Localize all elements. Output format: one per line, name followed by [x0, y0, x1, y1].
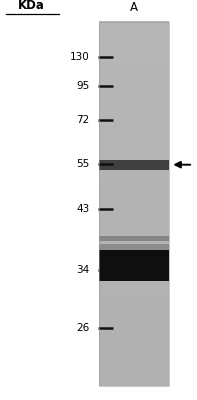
Bar [98, 276, 169, 283]
Bar [98, 167, 169, 174]
Bar [98, 22, 169, 386]
Bar [98, 355, 169, 362]
Bar [98, 160, 169, 170]
Bar [98, 106, 169, 113]
Bar [98, 234, 169, 240]
Bar [98, 288, 169, 295]
Bar [98, 349, 169, 356]
Bar [98, 203, 169, 210]
Bar [98, 236, 169, 241]
Bar [98, 142, 169, 149]
Bar [98, 244, 169, 250]
Bar [98, 161, 169, 168]
Bar [98, 52, 169, 58]
Bar [98, 82, 169, 89]
Bar [98, 318, 169, 325]
Text: 72: 72 [76, 115, 90, 125]
Bar [98, 379, 169, 386]
Text: 43: 43 [76, 204, 90, 214]
Bar [98, 39, 169, 46]
Bar [98, 33, 169, 40]
Bar [98, 246, 169, 252]
Bar [98, 124, 169, 131]
Bar [98, 228, 169, 234]
Bar [98, 70, 169, 77]
Bar [98, 185, 169, 192]
Bar [98, 155, 169, 162]
Bar [98, 21, 169, 28]
Bar [98, 46, 169, 52]
Bar [98, 118, 169, 125]
Bar [98, 252, 169, 258]
Bar [98, 252, 169, 256]
Bar [98, 215, 169, 222]
Bar [98, 337, 169, 344]
Bar [98, 27, 169, 34]
Bar [98, 264, 169, 271]
Bar [98, 64, 169, 70]
Bar [98, 306, 169, 313]
Bar [98, 112, 169, 119]
Bar [98, 373, 169, 380]
Bar [98, 76, 169, 83]
Bar [98, 324, 169, 331]
Bar [98, 148, 169, 156]
Bar [98, 361, 169, 368]
Bar [98, 250, 169, 281]
Bar [98, 221, 169, 228]
Bar [98, 282, 169, 289]
Bar [98, 58, 169, 64]
Bar [98, 100, 169, 107]
Text: 55: 55 [76, 159, 90, 169]
Bar [98, 173, 169, 180]
Bar [98, 136, 169, 143]
Bar [98, 258, 169, 265]
Text: 26: 26 [76, 323, 90, 333]
Text: 34: 34 [76, 264, 90, 274]
Bar [98, 367, 169, 374]
Bar [98, 94, 169, 101]
Bar [98, 88, 169, 95]
Text: A: A [130, 1, 138, 14]
Text: 130: 130 [70, 52, 90, 62]
Bar [98, 270, 169, 277]
Bar [98, 179, 169, 186]
Bar [98, 343, 169, 350]
Bar [98, 130, 169, 137]
Bar [98, 240, 169, 246]
Bar [98, 191, 169, 198]
Bar [98, 294, 169, 301]
Bar [98, 312, 169, 319]
Bar [98, 197, 169, 204]
Text: 95: 95 [76, 81, 90, 91]
Text: KDa: KDa [18, 0, 45, 12]
Bar [98, 300, 169, 307]
Bar [98, 330, 169, 338]
Bar [98, 209, 169, 216]
